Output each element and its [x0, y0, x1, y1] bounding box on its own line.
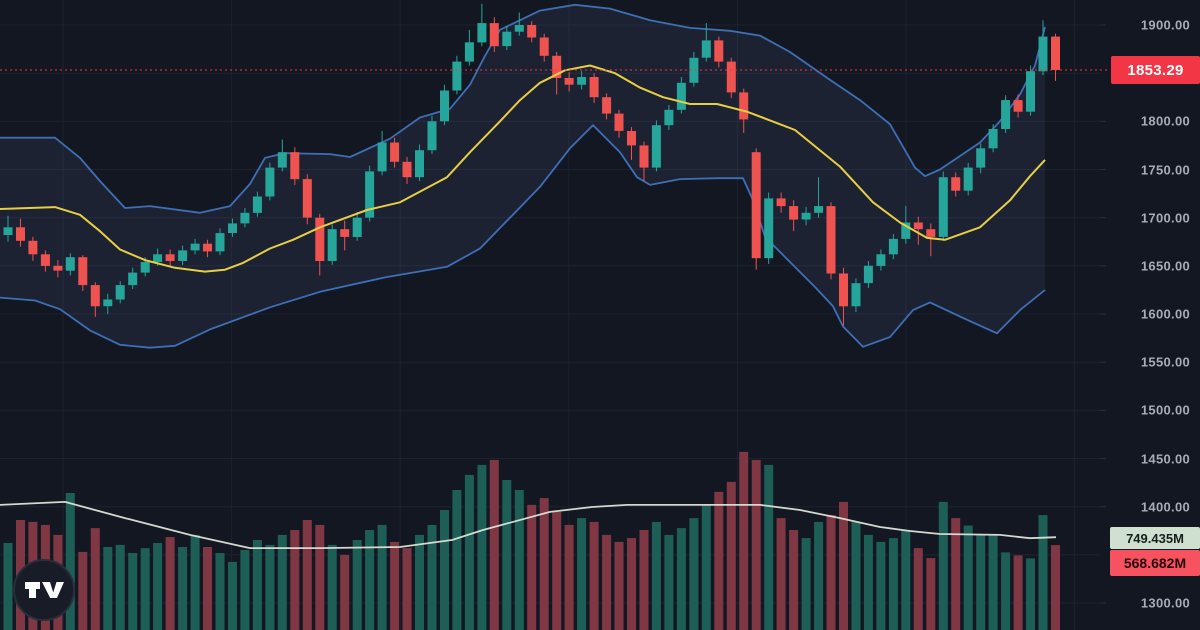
moving-average-line — [0, 64, 1046, 273]
price-axis-label: 1550.00 — [1140, 354, 1190, 370]
candles — [3, 3, 1060, 326]
bollinger-band-fill — [0, 4, 1045, 348]
last-price-label: 1853.29 — [1111, 56, 1200, 84]
price-axis-label: 1700.00 — [1140, 210, 1190, 226]
volume-ma-value-label: 749.435M — [1110, 527, 1200, 549]
volume-bars — [3, 451, 1060, 630]
volume-value-label: 568.682M — [1110, 550, 1200, 576]
volume-ma-line — [0, 501, 1057, 549]
price-axis-label: 1300.00 — [1140, 595, 1190, 611]
price-axis-label: 1650.00 — [1140, 258, 1190, 274]
price-axis-label: 1500.00 — [1140, 402, 1190, 418]
price-axis-label: 1450.00 — [1140, 451, 1190, 466]
bollinger-band-lines — [0, 3, 1046, 349]
price-axis-label: 1900.00 — [1140, 17, 1190, 33]
tradingview-logo[interactable] — [12, 558, 76, 622]
price-axis-label: 1750.00 — [1140, 162, 1190, 177]
price-axis-label: 1800.00 — [1140, 113, 1190, 129]
tradingview-logo-icon — [13, 559, 75, 621]
axis-tick-marks — [1100, 24, 1106, 604]
price-axis-label: 1600.00 — [1140, 306, 1190, 322]
price-axis-label: 1400.00 — [1140, 499, 1190, 515]
